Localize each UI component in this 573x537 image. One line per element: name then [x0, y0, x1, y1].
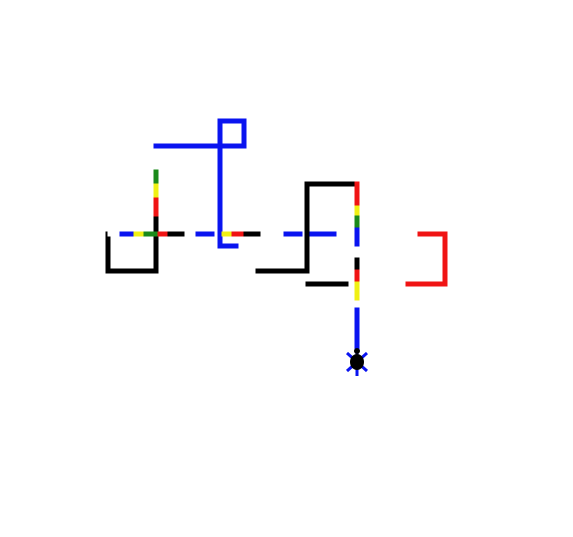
path-blue-loop	[153, 118, 247, 249]
path-red-bracket	[405, 231, 448, 287]
path-black-step	[255, 181, 360, 274]
turtle-icon	[345, 348, 369, 376]
path-left-cup	[105, 211, 159, 274]
